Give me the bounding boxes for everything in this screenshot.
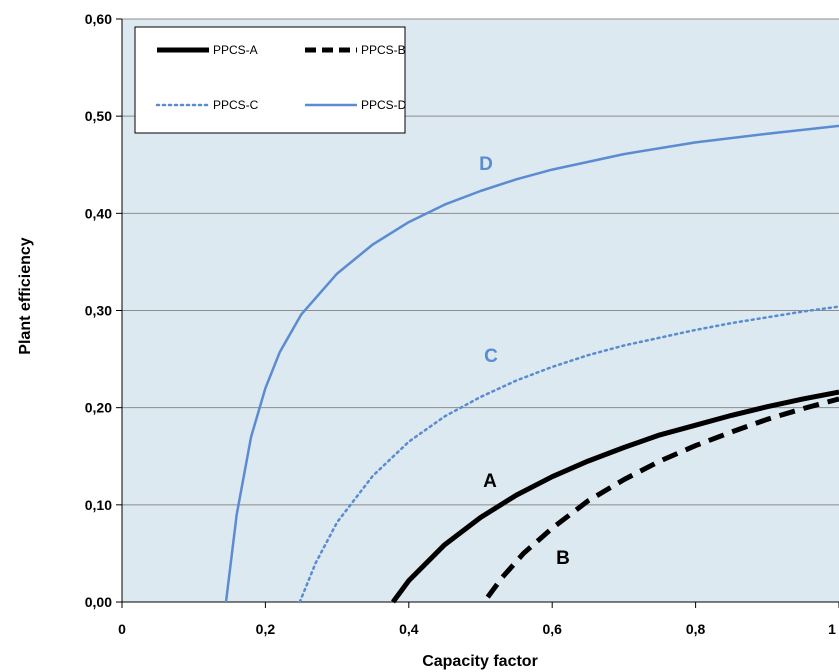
series-layer: A B C D (224, 124, 839, 604)
y-tick-label: 0,30 (85, 303, 112, 319)
series-line-ppcs-c (298, 305, 839, 604)
series-line-ppcs-a (390, 389, 839, 604)
series-line-ppcs-b (485, 396, 839, 599)
x-axis-title: Capacity factor (422, 653, 538, 670)
curve-label-b: B (556, 548, 570, 569)
y-tick-label: 0,50 (85, 108, 112, 124)
y-axis-title: Plant efficiency (17, 237, 34, 354)
y-tick-label: 0,10 (85, 497, 112, 513)
y-tick-label: 0,40 (85, 205, 112, 221)
y-tick-label: 0,60 (85, 11, 112, 27)
y-tick-label: 0,00 (85, 594, 112, 610)
y-tick-labels: 0,00 0,10 0,20 0,30 0,40 0,50 0,60 (85, 11, 122, 610)
y-tick-label: 0,20 (85, 400, 112, 416)
x-tick-label: 0,8 (686, 621, 706, 637)
x-tick-label: 0,6 (542, 621, 562, 637)
x-tick-label: 0,2 (256, 621, 276, 637)
legend-label-ppcs-d: PPCS-D (361, 98, 407, 112)
legend-items: PPCS-A PPCS-B PPCS-C PPCS-D (155, 43, 407, 112)
gridlines (122, 18, 839, 506)
curve-label-c: C (484, 346, 498, 367)
series-line-ppcs-d (224, 124, 839, 603)
legend-box (134, 26, 406, 134)
legend-label-ppcs-a: PPCS-A (213, 43, 258, 57)
x-tick-label: 0 (118, 621, 126, 637)
legend: PPCS-A PPCS-B PPCS-C PPCS-D (134, 26, 407, 134)
legend-label-ppcs-c: PPCS-C (213, 98, 259, 112)
curve-label-a: A (483, 471, 497, 492)
x-tick-label: 0,4 (399, 621, 419, 637)
legend-label-ppcs-b: PPCS-B (361, 43, 406, 57)
curve-label-d: D (479, 154, 493, 175)
x-tick-label: 1 (828, 621, 836, 637)
x-tick-labels: 0 0,2 0,4 0,6 0,8 1 (118, 602, 839, 637)
